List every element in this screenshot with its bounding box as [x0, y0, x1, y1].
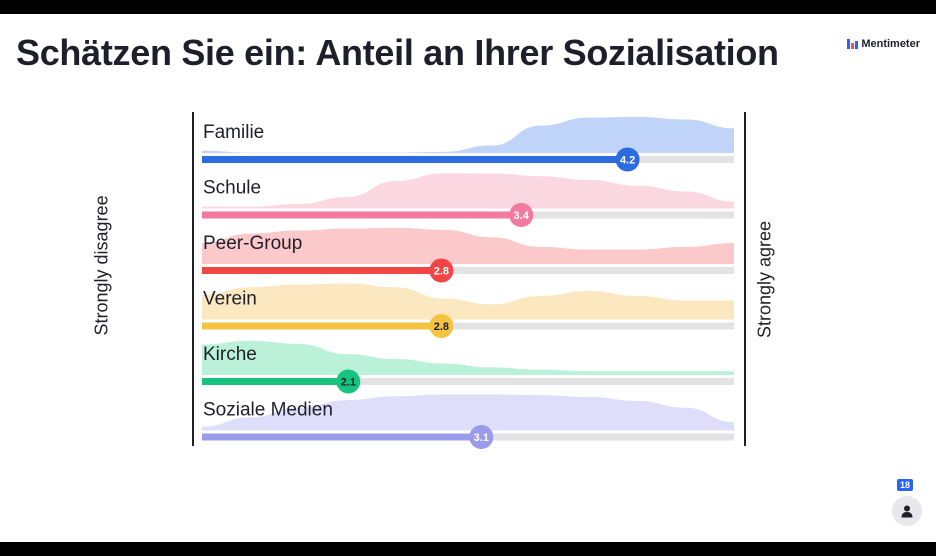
brand-name: Mentimeter — [861, 38, 920, 50]
value-marker-schule — [509, 203, 534, 227]
value-label-peer-group: 2.8 — [434, 266, 449, 278]
category-label-familie: Familie — [203, 122, 264, 143]
distribution-schule — [202, 173, 734, 209]
value-label-kirche: 2.1 — [341, 377, 356, 389]
value-label-familie: 4.2 — [620, 155, 635, 167]
distribution-verein — [202, 283, 734, 320]
value-label-verein: 2.8 — [434, 321, 449, 333]
value-marker-kirche — [336, 369, 361, 394]
audience-count-badge: 18 — [896, 479, 913, 491]
distribution-soziale-medien — [202, 394, 734, 431]
value-label-soziale-medien: 3.1 — [474, 432, 489, 444]
brand-logo: Mentimeter — [847, 38, 920, 50]
value-marker-soziale-medien — [469, 425, 494, 449]
chart: Familie 4.2 Schule 3.4 Peer-Group 2.8 Verein 2.… — [192, 112, 746, 449]
value-marker-verein — [429, 314, 454, 338]
slide: Schätzen Sie ein: Anteil an Ihrer Sozial… — [0, 14, 936, 542]
track-kirche — [202, 378, 734, 385]
category-label-soziale-medien: Soziale Medien — [203, 400, 333, 421]
left-axis-label: Strongly disagree — [91, 195, 112, 336]
right-axis-label: Strongly agree — [754, 220, 775, 339]
bar-peer-group — [202, 267, 442, 274]
category-label-schule: Schule — [203, 178, 261, 199]
category-label-peer-group: Peer-Group — [203, 233, 302, 254]
value-marker-peer-group — [429, 258, 454, 283]
bar-familie — [202, 156, 628, 163]
bar-kirche — [202, 378, 349, 385]
audience-button[interactable] — [892, 496, 922, 526]
distribution-peer-group — [202, 227, 734, 264]
bar-schule — [202, 211, 522, 219]
track-peer-group — [202, 267, 734, 274]
person-icon — [901, 505, 913, 518]
page-title: Schätzen Sie ein: Anteil an Ihrer Sozial… — [16, 32, 779, 73]
bar-verein — [202, 322, 442, 330]
mentimeter-icon — [847, 39, 859, 49]
value-marker-familie — [615, 147, 640, 172]
distribution-familie — [202, 116, 734, 153]
track-verein — [202, 322, 734, 330]
category-label-kirche: Kirche — [203, 344, 257, 365]
category-label-verein: Verein — [203, 289, 257, 310]
distribution-kirche — [202, 340, 734, 375]
bar-soziale-medien — [202, 433, 482, 441]
value-label-schule: 3.4 — [514, 210, 530, 222]
